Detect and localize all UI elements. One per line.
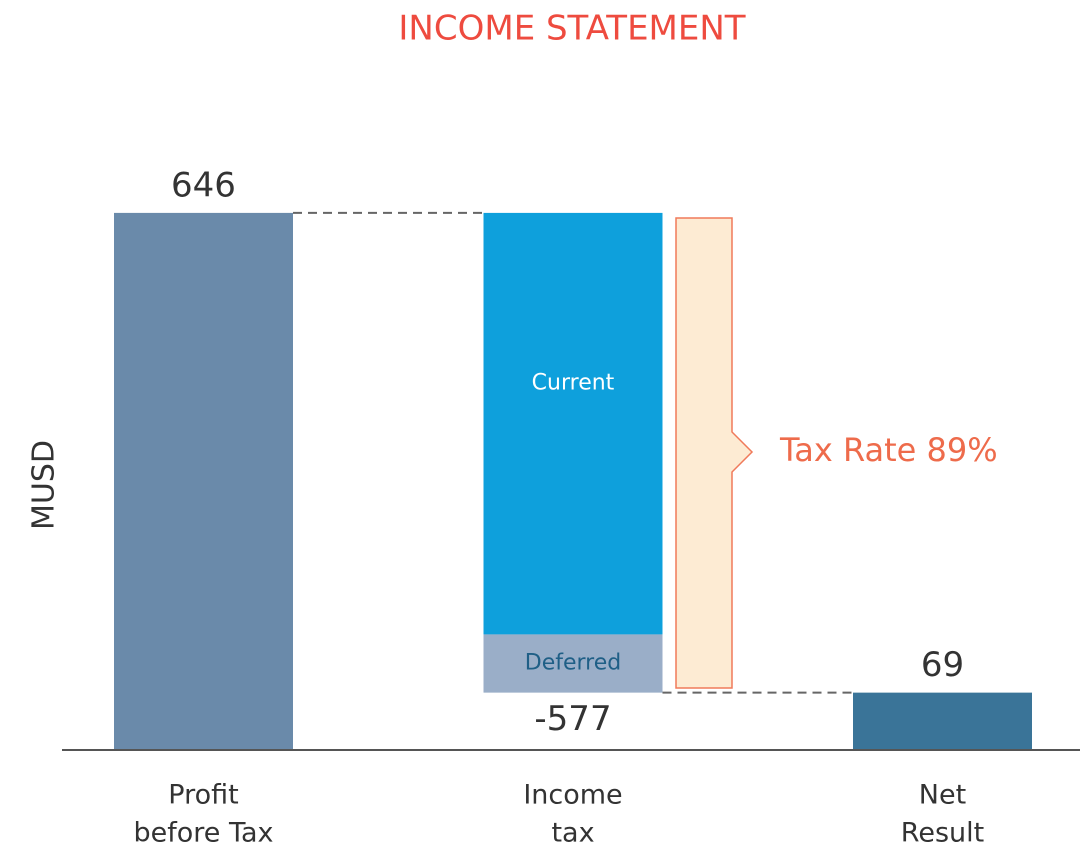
annotation: Tax Rate 89% [779,431,998,469]
bar-segment [483,212,663,635]
bar-segment [483,634,663,693]
value-label: 646 [171,165,236,205]
value-label: -577 [534,699,611,739]
x-tick-label: Profit [168,780,238,811]
x-tick-label: tax [551,818,594,849]
segment-label: Deferred [525,651,621,676]
bar [114,212,293,750]
x-tick-label: Income [523,780,622,811]
bar [853,692,1032,750]
x-tick-label: Result [901,818,984,849]
x-tick-label: Net [919,780,966,811]
tax-bracket [675,217,754,689]
segment-label: Current [532,371,615,396]
x-tick-label: before Tax [133,818,273,849]
chart-title: INCOME STATEMENT [398,9,745,49]
value-label: 69 [921,645,964,685]
y-axis-label: MUSD [27,440,62,530]
